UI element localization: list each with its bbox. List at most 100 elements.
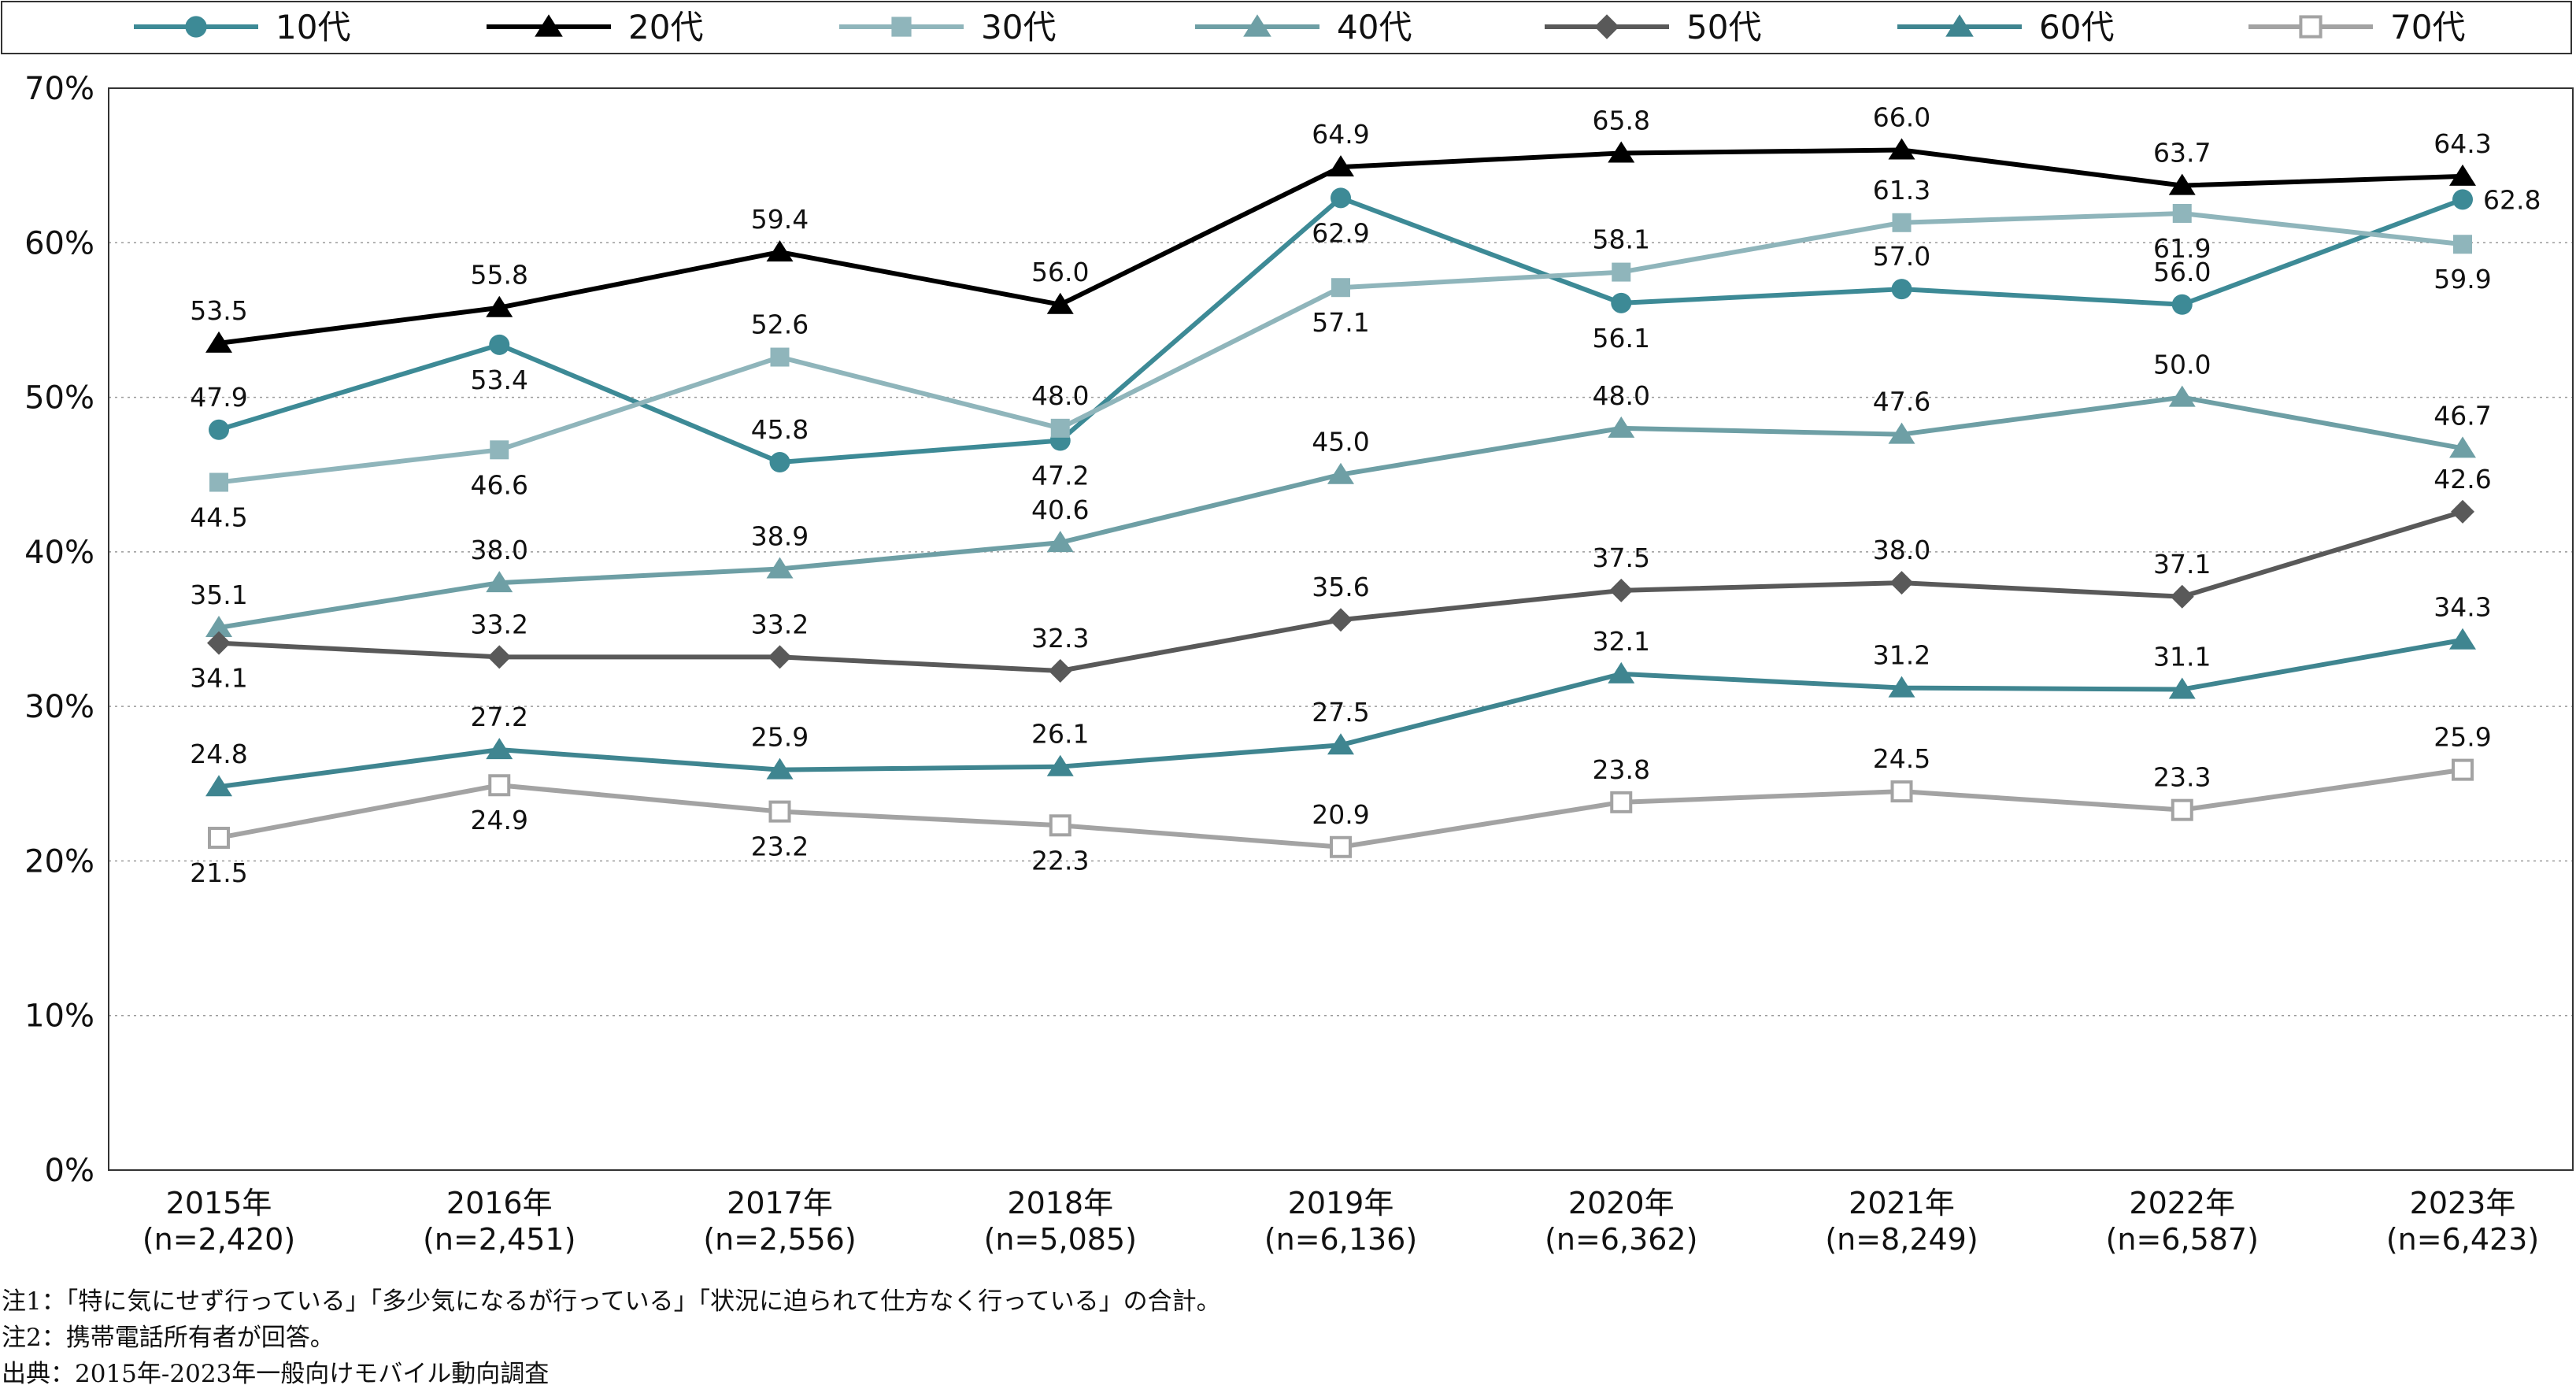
legend-label: 60代 [2039,8,2114,46]
series-4-data-label: 40.6 [1031,494,1089,525]
series-7-point [1893,782,1912,801]
x-tick-label: 2019年 [1288,1186,1394,1220]
series-7-data-label: 24.5 [1873,743,1930,774]
series-1-data-label: 45.8 [751,414,809,445]
legend-swatch-marker [185,16,206,37]
x-tick-label: 2021年 [1849,1186,1955,1220]
series-6-data-label: 27.2 [471,702,528,732]
series-7-data-label: 24.9 [471,805,528,835]
series-6-data-label: 31.2 [1873,640,1930,671]
series-3-point [209,473,228,492]
y-axis: 0%10%20%30%40%50%60%70% [24,71,94,1189]
series-2-data-label: 56.0 [1031,257,1089,287]
series-4-data-label: 45.0 [1312,427,1369,457]
series-7-point [2453,761,2472,780]
series-6-data-label: 34.3 [2434,592,2491,623]
footnotes: 注1：「特に気にせず行っている」「多少気になるが行っている」「状況に迫られて仕方… [2,1283,1221,1392]
series-1-data-label: 62.8 [2483,184,2541,215]
x-tick-label: 2015年 [166,1186,272,1220]
series-7-data-label: 22.3 [1031,845,1089,876]
series-5-point [1049,659,1072,683]
series-4-data-label: 35.1 [190,580,247,610]
series-2-data-label: 53.5 [190,295,247,326]
series-5-point [1890,571,1914,594]
series-4-data-label: 48.0 [1593,380,1650,411]
series-2-data-label: 64.9 [1312,119,1369,150]
series-4-data-label: 38.9 [751,520,809,551]
series-7-data-label: 25.9 [2434,722,2491,753]
series-4-point [2169,386,2196,407]
x-sample-size-label: (n=6,423) [2386,1222,2539,1257]
series-5-data-label: 34.1 [190,663,247,694]
series-7-data-label: 23.2 [751,831,809,862]
series-7-point [771,802,790,821]
legend-label: 20代 [628,8,703,46]
series-7-point [1612,793,1630,812]
x-tick-label: 2018年 [1007,1186,1113,1220]
series-5-data-label: 35.6 [1312,572,1369,602]
series-2-data-label: 63.7 [2153,138,2211,169]
series-6-data-label: 26.1 [1031,719,1089,750]
series-6-data-label: 27.5 [1312,697,1369,728]
series-7-data-label: 23.8 [1593,754,1650,785]
series-2-data-label: 65.8 [1593,105,1650,135]
x-tick-label: 2023年 [2410,1186,2516,1220]
series-1-data-label: 56.1 [1593,323,1650,354]
legend-label: 30代 [981,8,1056,46]
series-4-data-label: 50.0 [2153,350,2211,380]
series-5-data-label: 32.3 [1031,623,1089,654]
series-group: 47.953.445.847.262.956.157.056.062.853.5… [190,102,2541,888]
series-7-point [2173,801,2192,820]
series-3-point [1893,213,1912,232]
legend-label: 70代 [2390,8,2465,46]
x-sample-size-label: (n=6,136) [1264,1222,1417,1257]
source-note: 出典：2015年-2023年一般向けモバイル動向調査 [2,1356,1221,1392]
series-7-point [209,828,228,847]
series-1-point [489,335,509,355]
line-chart: 10代20代30代40代50代60代70代 0%10%20%30%40%50%6… [0,0,2576,1280]
series-7-data-label: 20.9 [1312,799,1369,830]
legend-label: 40代 [1337,8,1412,46]
series-5-point [1609,579,1633,602]
series-1-point [2172,294,2193,315]
x-tick-label: 2017年 [727,1186,833,1220]
series-7-data-label: 23.3 [2153,762,2211,793]
series-3-data-label: 48.0 [1031,380,1089,411]
series-2-data-label: 55.8 [471,260,528,291]
series-3-point [1612,263,1630,282]
series-1-point [209,420,229,440]
series-5-point [1329,608,1353,631]
series-1-data-label: 47.9 [190,382,247,413]
series-5-point [768,645,792,669]
series-1-point [770,452,790,472]
x-tick-label: 2022年 [2129,1186,2235,1220]
series-5: 34.133.233.232.335.637.538.037.142.6 [190,464,2491,694]
legend-swatch-marker [891,17,911,36]
y-tick-label: 20% [24,843,94,880]
series-3-point [1051,419,1070,438]
x-sample-size-label: (n=2,556) [703,1222,856,1257]
y-tick-label: 0% [45,1153,94,1189]
series-1-point [2452,189,2473,209]
series-5-point [2171,585,2194,609]
series-4-data-label: 38.0 [471,535,528,565]
x-axis: 2015年(n=2,420)2016年(n=2,451)2017年(n=2,55… [142,1186,2539,1257]
series-3-data-label: 61.3 [1873,175,1930,206]
series-6-data-label: 32.1 [1593,626,1650,657]
series-1-data-label: 57.0 [1873,241,1930,272]
x-sample-size-label: (n=5,085) [984,1222,1137,1257]
legend-label: 10代 [276,8,350,46]
x-sample-size-label: (n=2,451) [423,1222,576,1257]
y-tick-label: 10% [24,998,94,1035]
series-4-data-label: 47.6 [1873,387,1930,417]
y-tick-label: 70% [24,71,94,107]
legend-label: 50代 [1686,8,1761,46]
series-1-point [1892,279,1912,299]
y-tick-label: 40% [24,535,94,571]
y-tick-label: 60% [24,225,94,261]
x-sample-size-label: (n=8,249) [1825,1222,1978,1257]
series-6-data-label: 24.8 [190,739,247,769]
series-6-point [2449,628,2476,650]
series-3-data-label: 57.1 [1312,307,1369,338]
series-5-data-label: 33.2 [471,609,528,639]
